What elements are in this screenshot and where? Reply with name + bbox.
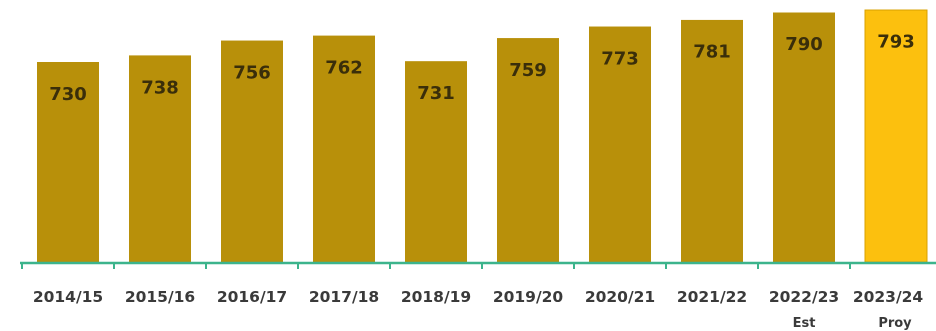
- x-tick-label: 2015/16: [125, 288, 195, 306]
- x-tick-sublabel: Est: [793, 316, 816, 331]
- bar-2014-15: [37, 62, 99, 262]
- bar-2018-19: [405, 61, 467, 262]
- bar-value-label: 793: [877, 32, 915, 53]
- x-tick-sublabel: Proy: [878, 316, 912, 331]
- bar-value-label: 759: [509, 60, 547, 81]
- bar-2020-21: [589, 26, 651, 263]
- bar-2016-17: [221, 40, 283, 262]
- bar-value-label: 790: [785, 34, 823, 55]
- bar-2019-20: [497, 38, 559, 263]
- x-tick-label: 2016/17: [217, 288, 287, 306]
- x-tick-label: 2020/21: [585, 288, 655, 306]
- x-tick-label: 2018/19: [401, 288, 471, 306]
- bar-2015-16: [129, 55, 191, 263]
- bar-value-label: 773: [601, 48, 639, 69]
- x-tick-label: 2019/20: [493, 288, 564, 306]
- bar-2023-24: [864, 9, 928, 263]
- x-tick-label: 2022/23: [769, 288, 839, 306]
- x-tick-label: 2023/24: [853, 288, 924, 306]
- bar-2017-18: [313, 35, 375, 262]
- x-tick-label: 2017/18: [309, 288, 379, 306]
- bar-value-label: 730: [49, 84, 87, 105]
- x-axis-ticks-group: [21, 263, 851, 269]
- bar-value-label: 756: [233, 62, 271, 83]
- bar-value-label: 781: [693, 42, 731, 63]
- bar-2022-23: [773, 12, 835, 262]
- value-labels-group: 730 738 756 762 731 759 773 781 790 793: [49, 32, 915, 105]
- x-tick-label: 2021/22: [677, 288, 747, 306]
- x-tick-label: 2014/15: [33, 288, 103, 306]
- bar-value-label: 731: [417, 83, 455, 104]
- x-axis-labels-group: 2014/15 2015/16 2016/17 2017/18 2018/19 2019/…: [33, 288, 924, 331]
- bar-value-label: 738: [141, 77, 179, 98]
- bars-group: [37, 9, 928, 263]
- bar-2021-22: [681, 19, 743, 262]
- bar-value-label: 762: [325, 57, 363, 78]
